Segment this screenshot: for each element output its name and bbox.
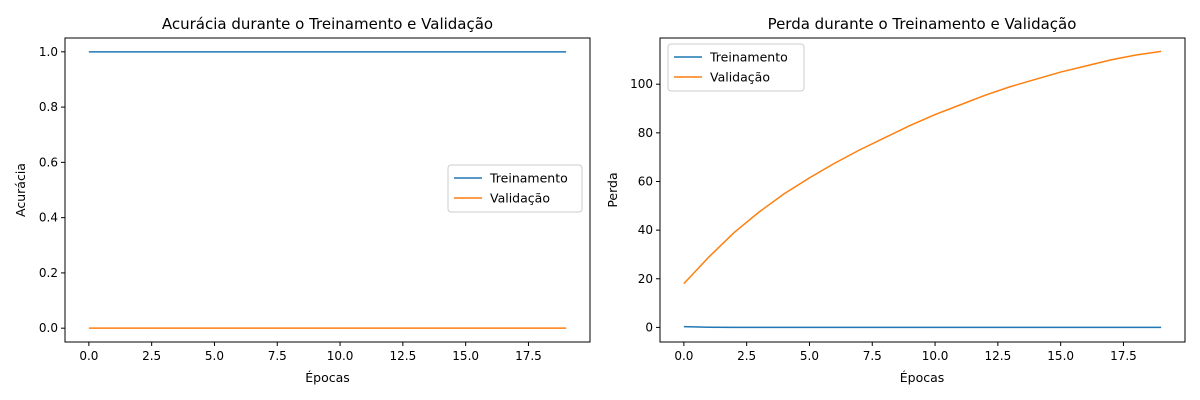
x-tick-label: 10.0 — [922, 349, 949, 363]
x-tick-label: 5.0 — [205, 349, 224, 363]
y-tick-label: 20 — [638, 272, 653, 286]
series-line-treinamento — [683, 325, 1162, 329]
chart-title: Perda durante o Treinamento e Validação — [768, 15, 1077, 33]
x-tick-label: 0.0 — [674, 349, 693, 363]
chart-title: Acurácia durante o Treinamento e Validaç… — [162, 15, 493, 33]
x-tick-label: 7.5 — [268, 349, 287, 363]
y-tick-label: 80 — [638, 126, 653, 140]
x-axis-ticks: 0.0 2.5 5.0 7.5 10.0 12.5 15.0 17.5 — [674, 342, 1137, 363]
x-tick-label: 17.5 — [1110, 349, 1137, 363]
series-line-validacao — [683, 50, 1162, 285]
x-tick-label: 15.0 — [452, 349, 479, 363]
x-axis-ticks: 0.0 2.5 5.0 7.5 10.0 12.5 15.0 17.5 — [79, 342, 542, 363]
y-axis-label: Perda — [605, 172, 620, 207]
x-axis-label: Épocas — [305, 370, 350, 385]
x-tick-label: 7.5 — [863, 349, 882, 363]
y-tick-label: 0.2 — [39, 266, 58, 280]
series-lines — [683, 50, 1162, 329]
y-tick-label: 0.6 — [39, 155, 58, 169]
plot-frame — [659, 37, 1186, 343]
x-tick-label: 2.5 — [737, 349, 756, 363]
y-axis-ticks: 0.0 0.2 0.4 0.6 0.8 1.0 — [39, 45, 65, 335]
y-tick-label: 0.0 — [39, 321, 58, 335]
x-tick-label: 12.5 — [389, 349, 416, 363]
accuracy-chart: Acurácia durante o Treinamento e Validaç… — [13, 15, 591, 385]
loss-chart: Perda durante o Treinamento e Validação … — [605, 15, 1186, 385]
x-axis-label: Épocas — [900, 370, 945, 385]
legend-label: Treinamento — [489, 171, 568, 186]
y-axis-ticks: 0 20 40 60 80 100 — [630, 77, 660, 334]
legend-label: Validação — [490, 191, 550, 206]
y-axis-label: Acurácia — [13, 163, 28, 217]
x-tick-label: 5.0 — [800, 349, 819, 363]
y-tick-label: 1.0 — [39, 45, 58, 59]
x-tick-label: 17.5 — [515, 349, 542, 363]
y-tick-label: 0 — [645, 320, 653, 334]
x-tick-label: 15.0 — [1047, 349, 1074, 363]
y-tick-label: 0.4 — [39, 211, 58, 225]
x-tick-label: 0.0 — [79, 349, 98, 363]
legend: Treinamento Validação — [667, 43, 805, 92]
y-tick-label: 60 — [638, 174, 653, 188]
x-tick-label: 12.5 — [984, 349, 1011, 363]
legend-label: Validação — [710, 70, 770, 85]
legend-box — [447, 164, 583, 213]
legend-label: Treinamento — [709, 50, 788, 65]
y-tick-label: 100 — [630, 77, 653, 91]
legend-box — [667, 43, 805, 92]
x-tick-label: 2.5 — [142, 349, 161, 363]
plot-frame — [64, 37, 591, 343]
series-lines — [88, 51, 567, 329]
y-tick-label: 0.8 — [39, 100, 58, 114]
y-tick-label: 40 — [638, 223, 653, 237]
x-tick-label: 10.0 — [327, 349, 354, 363]
legend: Treinamento Validação — [447, 164, 583, 213]
